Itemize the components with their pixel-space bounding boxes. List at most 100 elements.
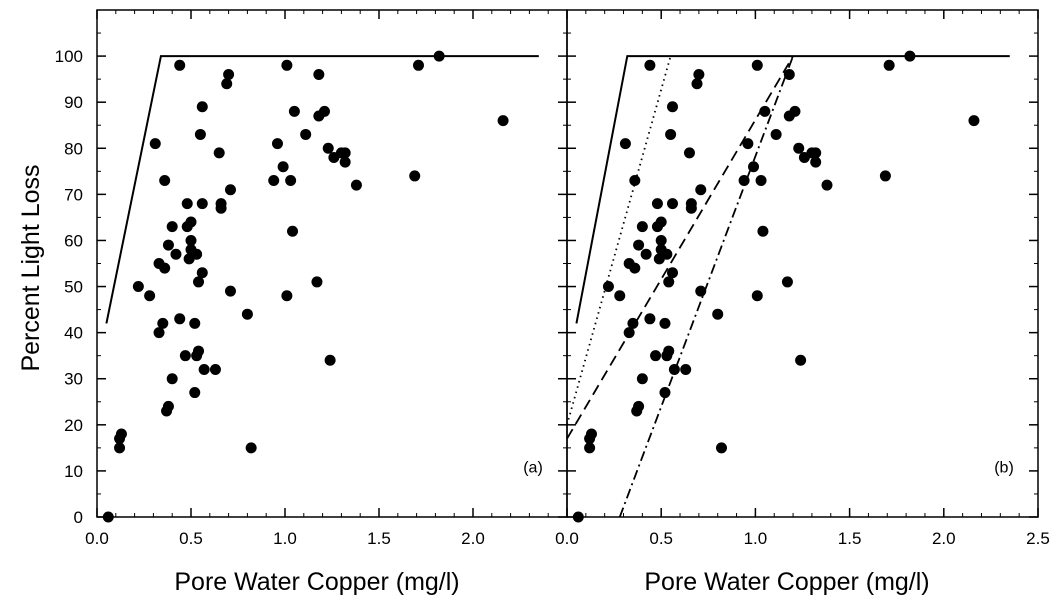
data-point xyxy=(695,285,707,297)
data-point xyxy=(636,221,648,233)
data-point xyxy=(751,59,763,71)
data-point xyxy=(667,267,679,279)
data-point xyxy=(287,225,299,237)
data-point xyxy=(102,511,114,523)
x-tick-label: 1.5 xyxy=(367,529,391,548)
x-tick-label: 2.0 xyxy=(932,529,956,548)
data-point xyxy=(751,290,763,302)
data-point xyxy=(680,364,692,376)
data-point xyxy=(602,281,614,293)
data-point xyxy=(174,313,186,325)
data-point xyxy=(288,105,300,117)
data-point xyxy=(153,327,165,339)
data-point xyxy=(644,313,656,325)
data-point xyxy=(115,428,127,440)
dashdot-reference-line xyxy=(618,55,794,518)
data-point xyxy=(196,101,208,113)
data-point xyxy=(644,59,656,71)
data-point xyxy=(185,234,197,246)
x-tick-label: 0.0 xyxy=(555,529,579,548)
data-point xyxy=(655,216,667,228)
data-point xyxy=(683,147,695,159)
solid-reference-line xyxy=(105,55,539,324)
data-point xyxy=(636,373,648,385)
data-point xyxy=(281,290,293,302)
x-tick-label: 1.5 xyxy=(838,529,862,548)
y-tick-label: 80 xyxy=(64,139,83,158)
data-point xyxy=(691,78,703,90)
data-point xyxy=(627,317,639,329)
data-point xyxy=(821,179,833,191)
data-point xyxy=(651,198,663,210)
data-point xyxy=(412,59,424,71)
data-point xyxy=(174,59,186,71)
data-point xyxy=(193,345,205,357)
data-point xyxy=(157,317,169,329)
x-tick-label: 0.5 xyxy=(649,529,673,548)
data-point xyxy=(132,281,144,293)
data-point xyxy=(144,290,156,302)
data-point xyxy=(159,262,171,274)
y-tick-label: 60 xyxy=(64,231,83,250)
data-point xyxy=(271,138,283,150)
y-tick-label: 50 xyxy=(64,278,83,297)
data-point xyxy=(215,198,227,210)
data-point xyxy=(738,175,750,187)
data-point xyxy=(759,105,771,117)
data-point xyxy=(170,248,182,260)
data-point xyxy=(179,350,191,362)
data-point xyxy=(650,350,662,362)
data-point xyxy=(198,364,210,376)
data-point xyxy=(149,138,161,150)
x-tick-label: 0.0 xyxy=(85,529,109,548)
data-point xyxy=(659,387,671,399)
data-point xyxy=(883,59,895,71)
data-point xyxy=(879,170,891,182)
data-point xyxy=(668,364,680,376)
data-point xyxy=(770,128,782,140)
y-tick-label: 70 xyxy=(64,185,83,204)
data-point xyxy=(640,248,652,260)
y-tick-label: 100 xyxy=(55,47,83,66)
data-point xyxy=(193,276,205,288)
data-point xyxy=(209,364,221,376)
data-point xyxy=(223,69,235,81)
data-point xyxy=(614,290,626,302)
data-point xyxy=(159,175,171,187)
data-point xyxy=(409,170,421,182)
data-point xyxy=(350,179,362,191)
data-point xyxy=(693,69,705,81)
data-point xyxy=(715,442,727,454)
data-point xyxy=(185,216,197,228)
data-point xyxy=(810,147,822,159)
data-point xyxy=(633,239,645,251)
data-point xyxy=(181,198,193,210)
data-point xyxy=(810,156,822,168)
data-point xyxy=(757,225,769,237)
x-tick-label: 0.5 xyxy=(179,529,203,548)
data-point xyxy=(783,69,795,81)
data-point xyxy=(629,262,641,274)
data-point xyxy=(241,308,253,320)
data-point xyxy=(162,239,174,251)
data-point xyxy=(572,511,584,523)
data-point xyxy=(904,50,916,62)
data-point xyxy=(245,442,257,454)
y-tick-label: 40 xyxy=(64,324,83,343)
dotted-reference-line xyxy=(566,55,672,426)
x-tick-label: 2.0 xyxy=(461,529,485,548)
data-point xyxy=(213,147,225,159)
panel-label: (b) xyxy=(994,459,1014,476)
data-point xyxy=(162,400,174,412)
data-point xyxy=(339,147,351,159)
data-point xyxy=(196,198,208,210)
panel-b: 0.0 0.5 1.0 1.5 2.0 2.5 (b) xyxy=(555,9,1050,548)
y-tick-label: 20 xyxy=(64,416,83,435)
data-point xyxy=(633,400,645,412)
data-point xyxy=(663,276,675,288)
dashed-reference-line xyxy=(566,55,794,440)
data-point xyxy=(189,387,201,399)
data-point xyxy=(497,115,509,127)
data-point xyxy=(114,442,126,454)
